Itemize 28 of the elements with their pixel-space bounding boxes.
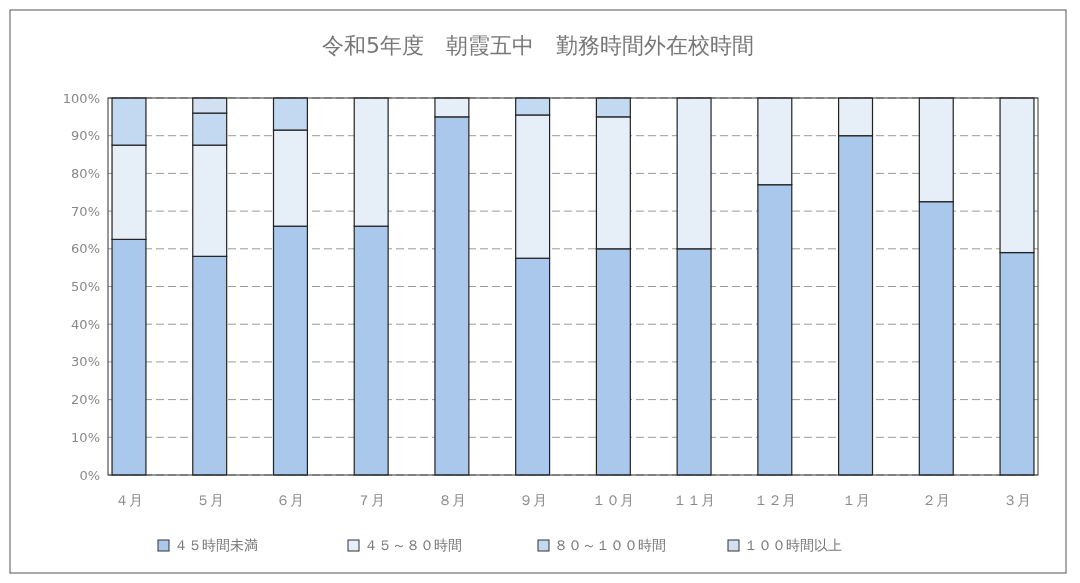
x-tick-label: ６月: [276, 492, 305, 508]
chart-title: 令和5年度 朝霞五中 勤務時間外在校時間: [322, 33, 754, 58]
y-tick-label: 60%: [71, 241, 100, 257]
legend-label: ４５時間未満: [174, 537, 258, 553]
x-tick-label: ５月: [195, 492, 224, 508]
x-tick-label: ８月: [437, 492, 466, 508]
x-tick-label: ４月: [114, 492, 143, 508]
y-tick-label: 100%: [62, 90, 100, 106]
legend-label: ８０～１００時間: [554, 537, 666, 553]
x-tick-label: ３月: [1003, 492, 1032, 508]
y-tick-label: 50%: [71, 279, 100, 295]
legend-label: ４５～８０時間: [364, 537, 462, 553]
y-tick-label: 70%: [71, 203, 100, 219]
x-tick-label: １月: [841, 492, 870, 508]
y-tick-label: 20%: [71, 392, 100, 408]
y-tick-label: 40%: [71, 316, 100, 332]
y-tick-label: 0%: [79, 467, 100, 483]
legend-label: １００時間以上: [744, 537, 842, 553]
x-tick-label: ２月: [922, 492, 951, 508]
y-tick-label: 30%: [71, 354, 100, 370]
x-tick-label: ９月: [518, 492, 547, 508]
x-tick-label: １０月: [592, 492, 635, 508]
x-tick-label: １２月: [753, 492, 796, 508]
y-tick-label: 80%: [71, 165, 100, 181]
x-tick-label: １１月: [673, 492, 716, 508]
x-tick-label: ７月: [357, 492, 386, 508]
y-tick-label: 90%: [71, 128, 100, 144]
y-tick-label: 10%: [71, 429, 100, 445]
